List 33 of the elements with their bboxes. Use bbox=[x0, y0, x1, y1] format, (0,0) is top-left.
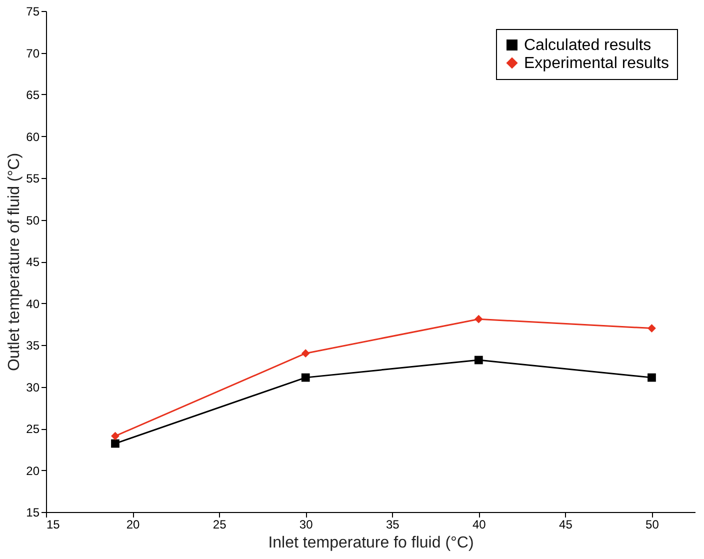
y-tick-label: 50 bbox=[26, 213, 40, 228]
point bbox=[474, 356, 483, 364]
x-tick-label: 40 bbox=[472, 518, 486, 532]
y-tick-label: 35 bbox=[26, 338, 40, 352]
x-axis-title: Inlet temperature fo fluid (°C) bbox=[268, 534, 474, 552]
point bbox=[301, 373, 310, 382]
point bbox=[111, 439, 120, 448]
point bbox=[301, 349, 310, 358]
y-tick-label: 25 bbox=[26, 422, 40, 436]
legend-label: Calculated results bbox=[524, 37, 652, 54]
y-tick-label: 55 bbox=[26, 172, 40, 186]
y-tick-label: 65 bbox=[26, 88, 40, 102]
y-tick-label: 75 bbox=[26, 4, 40, 18]
x-tick-label: 35 bbox=[386, 518, 400, 532]
y-tick-label: 20 bbox=[26, 464, 40, 478]
x-tick-label: 25 bbox=[212, 518, 227, 532]
legend-label: Experimental results bbox=[524, 55, 669, 72]
x-tick-label: 20 bbox=[126, 518, 140, 532]
point bbox=[648, 373, 656, 382]
x-tick-label: 45 bbox=[559, 518, 573, 532]
y-tick-label: 45 bbox=[26, 255, 40, 269]
y-tick-label: 40 bbox=[26, 296, 40, 311]
point bbox=[648, 324, 656, 332]
y-tick-label: 15 bbox=[26, 506, 40, 520]
y-tick-label: 30 bbox=[26, 380, 40, 394]
x-tick-label: 30 bbox=[299, 518, 314, 532]
x-tick-label: 15 bbox=[46, 518, 60, 532]
x-tick-label: 50 bbox=[646, 518, 660, 532]
y-tick-label: 60 bbox=[26, 130, 40, 144]
point bbox=[111, 432, 120, 440]
y-axis-title: Outlet temperature of fluid (°C) bbox=[6, 152, 24, 372]
point bbox=[474, 314, 483, 324]
y-tick-label: 70 bbox=[26, 46, 40, 60]
